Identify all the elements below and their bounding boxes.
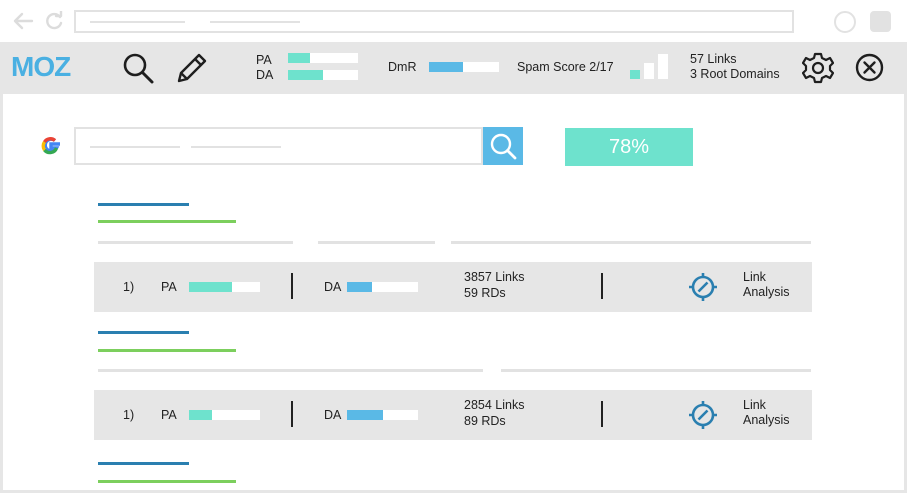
result-da-label: DA: [324, 280, 342, 294]
result-links-count: 3857 Links: [464, 270, 525, 284]
result-snippet-line: [501, 369, 811, 372]
root-domains-count: 3 Root Domains: [690, 67, 780, 81]
result-title-line: [98, 462, 189, 465]
menu-square-icon[interactable]: [870, 11, 891, 32]
dmr-label: DmR: [388, 60, 417, 74]
crosshair-icon[interactable]: [689, 273, 717, 301]
result-da-label: DA: [324, 408, 342, 422]
result-da-bar: [347, 282, 418, 292]
result-pa-bar: [189, 410, 260, 420]
result-da-bar-fill: [347, 282, 372, 292]
links-count: 57 Links: [690, 52, 737, 66]
search-icon: [490, 133, 517, 160]
link-analysis-line2: Analysis: [743, 285, 790, 299]
reload-icon[interactable]: [44, 11, 64, 31]
google-logo: [41, 137, 60, 155]
address-placeholder-line: [90, 21, 185, 23]
link-analysis-line1: Link: [743, 270, 766, 284]
divider: [601, 401, 603, 427]
da-bar-fill: [288, 70, 323, 80]
result-url-line: [98, 220, 236, 223]
da-label: DA: [256, 68, 274, 82]
spam-score-label: Spam Score 2/17: [517, 60, 614, 74]
result-rank: 1): [123, 280, 135, 294]
gear-icon[interactable]: [802, 52, 834, 84]
result-title-line: [98, 331, 189, 334]
result-metrics-row: 1) PA DA 2854 Links 89 RDs Link Analysis: [94, 390, 812, 440]
close-icon[interactable]: [855, 53, 884, 82]
back-arrow-icon[interactable]: [12, 11, 34, 31]
search-icon[interactable]: [121, 51, 155, 85]
profile-circle-icon[interactable]: [834, 11, 856, 33]
result-url-line: [98, 480, 236, 483]
result-snippet-line: [98, 241, 293, 244]
result-pa-label: PA: [161, 280, 177, 294]
browser-chrome: [0, 0, 907, 42]
result-pa-bar: [189, 282, 260, 292]
link-analysis-line2: Analysis: [743, 413, 790, 427]
search-placeholder-line: [191, 146, 281, 148]
result-url-line: [98, 349, 236, 352]
crosshair-icon[interactable]: [689, 401, 717, 429]
pa-label: PA: [256, 53, 272, 67]
moz-toolbar: MOZ PA DA DmR Spam Score 2/17 57 Links 3…: [0, 42, 907, 94]
result-snippet-line: [98, 369, 483, 372]
dmr-bar: [429, 62, 499, 72]
result-rds-count: 89 RDs: [464, 414, 506, 428]
search-button[interactable]: [483, 127, 523, 165]
result-rank: 1): [123, 408, 135, 422]
divider: [601, 273, 603, 299]
search-placeholder-line: [90, 146, 180, 148]
dmr-bar-fill: [429, 62, 463, 72]
result-snippet-line: [451, 241, 811, 244]
pencil-icon[interactable]: [175, 51, 209, 85]
result-title-line: [98, 203, 189, 206]
result-rds-count: 59 RDs: [464, 286, 506, 300]
result-snippet-line: [318, 241, 435, 244]
result-pa-label: PA: [161, 408, 177, 422]
result-da-bar-fill: [347, 410, 383, 420]
da-bar: [288, 70, 358, 80]
result-links-count: 2854 Links: [464, 398, 525, 412]
signal-bars-icon: [630, 54, 668, 79]
pa-bar-fill: [288, 53, 311, 63]
result-pa-bar-fill: [189, 282, 232, 292]
link-analysis-button[interactable]: Link Analysis: [743, 398, 790, 428]
result-metrics-row: 1) PA DA 3857 Links 59 RDs Link Analysis: [94, 262, 812, 312]
moz-logo: MOZ: [11, 54, 72, 78]
score-badge: 78%: [565, 128, 693, 166]
address-placeholder-line: [210, 21, 300, 23]
svg-text:MOZ: MOZ: [11, 54, 71, 78]
link-analysis-line1: Link: [743, 398, 766, 412]
divider: [291, 401, 293, 427]
result-pa-bar-fill: [189, 410, 213, 420]
result-da-bar: [347, 410, 418, 420]
pa-bar: [288, 53, 358, 63]
address-bar[interactable]: [74, 10, 794, 33]
link-analysis-button[interactable]: Link Analysis: [743, 270, 790, 300]
divider: [291, 273, 293, 299]
search-input[interactable]: [74, 127, 483, 165]
